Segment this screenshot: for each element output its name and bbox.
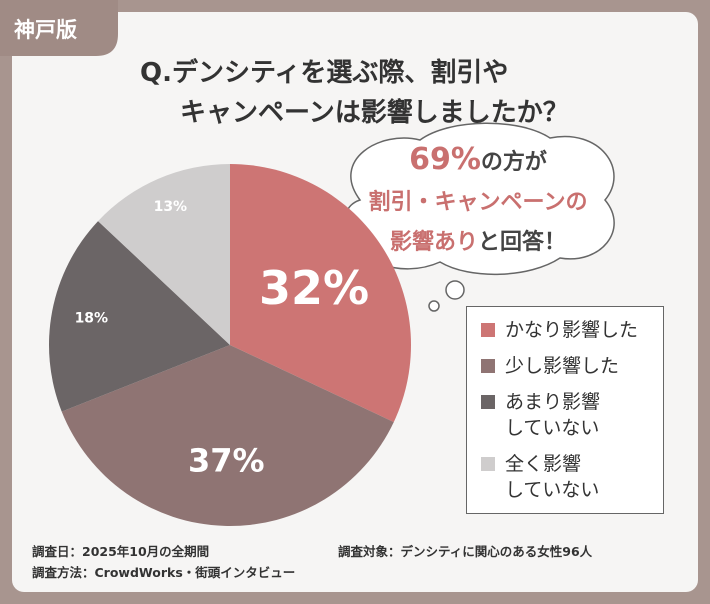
legend-swatch xyxy=(481,395,495,409)
legend-label: 全く影響 していない xyxy=(505,453,600,501)
legend-item: かなり影響した xyxy=(481,317,663,343)
slice-label: 37% xyxy=(188,442,265,480)
legend-label: あまり影響 していない xyxy=(505,391,601,439)
callout-text: 69% xyxy=(409,142,481,177)
bubble-dot xyxy=(445,280,465,300)
legend-label: 少し影響した xyxy=(505,355,620,377)
title-line: Q.デンシティを選ぶ際、割引や xyxy=(140,58,509,88)
footer-note: 調査方法：CrowdWorks・街頭インタビュー xyxy=(32,565,296,580)
legend-swatch xyxy=(481,457,495,471)
slice-label: 32% xyxy=(259,261,369,315)
footer-note: 調査日：2025年10月の全期間 xyxy=(32,544,210,559)
slice-label: 18% xyxy=(75,311,109,327)
callout-text: 割引・キャンペーンの xyxy=(368,190,588,215)
legend-swatch xyxy=(481,323,495,337)
pie-slice xyxy=(48,221,230,412)
slice-label: 13% xyxy=(154,199,188,215)
pie-slice xyxy=(98,164,231,345)
legend-swatch xyxy=(481,359,495,373)
legend-item: 少し影響した xyxy=(481,353,663,379)
legend-item: あまり影響 していない xyxy=(481,389,663,441)
title-line: キャンペーンは影響しましたか？ xyxy=(180,98,569,128)
legend: かなり影響した 少し影響したあまり影響 していない 全く影響 していない xyxy=(466,306,664,514)
callout: 69%の方が 割引・キャンペーンの 影響ありと回答！ xyxy=(348,140,608,263)
footer-note: 調査対象：デンシティに関心のある女性96人 xyxy=(338,544,593,559)
bubble-dot xyxy=(428,300,440,312)
pie-slice xyxy=(61,345,394,527)
badge-tab xyxy=(0,0,118,56)
pie: 32% 37% 18% 13% xyxy=(48,164,411,527)
legend-item: 全く影響 していない xyxy=(481,451,663,503)
badge: 神戸版 xyxy=(14,18,77,42)
callout-text: 影響あり xyxy=(389,230,478,255)
callout-text: と回答！ xyxy=(478,230,567,255)
callout-text: の方が xyxy=(480,150,547,175)
pie-slice xyxy=(230,164,411,423)
legend-label: かなり影響した xyxy=(505,319,639,341)
